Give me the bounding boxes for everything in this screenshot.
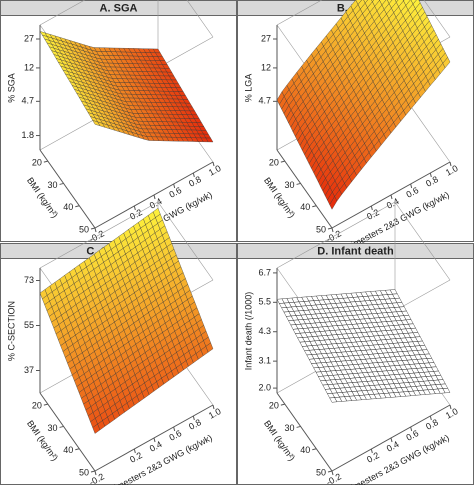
y-tick-label: 50: [79, 224, 89, 234]
z-axis-label: % SGA: [6, 73, 16, 103]
y-tick-label: 30: [48, 423, 58, 433]
y-tick-label: 20: [32, 401, 42, 411]
y-tick-label: 50: [316, 467, 326, 477]
y-tick-label: 50: [79, 467, 89, 477]
panel: B. LGA27124.720304050-0.20.20.40.60.81.0…: [238, 0, 474, 253]
y-tick-label: 20: [269, 401, 279, 411]
panel: D. Infant death6.75.54.33.12.020304050-0…: [238, 202, 474, 485]
panel-title: D. Infant death: [317, 245, 394, 257]
panel: A. SGA27124.71.820304050-0.20.20.40.60.8…: [1, 0, 237, 253]
y-tick-label: 30: [285, 180, 295, 190]
panel-title: A. SGA: [100, 2, 138, 14]
panel: C. C-section73553720304050-0.20.20.40.60…: [1, 202, 237, 485]
z-axis-label: Infant death (/1000): [243, 292, 253, 371]
z-tick-label: 2.0: [258, 382, 271, 392]
z-tick-label: 12: [261, 62, 271, 72]
z-tick-label: 27: [261, 33, 271, 43]
z-tick-label: 4.7: [258, 96, 271, 106]
z-tick-label: 4.7: [21, 96, 34, 106]
y-tick-label: 20: [32, 158, 42, 168]
z-axis-label: % LGA: [243, 74, 253, 103]
z-tick-label: 4.3: [258, 326, 271, 336]
y-tick-label: 20: [269, 158, 279, 168]
z-axis-label: % C-SECTION: [6, 301, 16, 361]
y-tick-label: 50: [316, 224, 326, 234]
y-tick-label: 40: [300, 202, 310, 212]
y-tick-label: 40: [63, 445, 73, 455]
z-tick-label: 27: [24, 33, 34, 43]
z-tick-label: 12: [24, 62, 34, 72]
z-tick-label: 6.7: [258, 267, 271, 277]
y-tick-label: 30: [285, 423, 295, 433]
y-tick-label: 40: [300, 445, 310, 455]
z-tick-label: 3.1: [258, 356, 271, 366]
z-tick-label: 55: [24, 320, 34, 330]
z-tick-label: 73: [24, 275, 34, 285]
y-tick-label: 40: [63, 202, 73, 212]
z-tick-label: 1.8: [21, 130, 34, 140]
z-tick-label: 5.5: [258, 297, 271, 307]
z-tick-label: 37: [24, 365, 34, 375]
y-tick-label: 30: [48, 180, 58, 190]
